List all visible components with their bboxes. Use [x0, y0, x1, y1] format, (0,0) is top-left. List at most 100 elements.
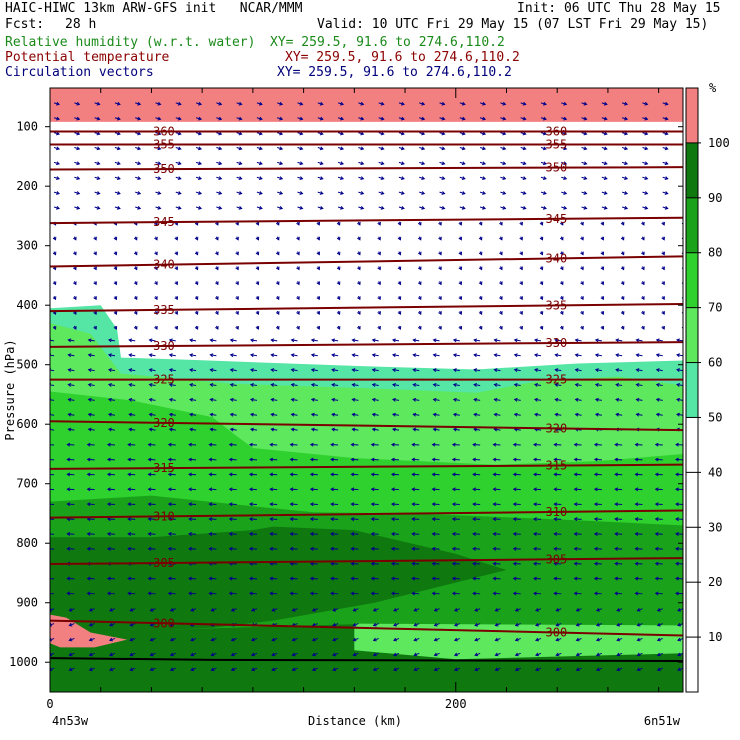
vector-arrow-p235-k52-head: [157, 205, 162, 210]
vector-arrow-p135-k112-head: [279, 146, 284, 151]
vector-arrow-p210-k122-head: [299, 191, 304, 195]
vector-arrow-p210-k302-head: [664, 191, 669, 195]
colorbar-label-50: 50: [708, 410, 722, 424]
colorbar-segment-8: [686, 197, 698, 253]
vector-arrow-p235-k112-head: [279, 205, 284, 210]
vector-arrow-p685-k2: [50, 474, 55, 476]
vector-arrow-p185-k212-head: [482, 176, 487, 180]
colorbar-label-90: 90: [708, 191, 722, 205]
vector-arrow-p60-k72-head: [198, 101, 203, 106]
vector-arrow-p60-k202-head: [461, 101, 466, 106]
vector-arrow-p135-k302-head: [664, 146, 669, 151]
theta-label-335-0: 335: [153, 303, 175, 317]
vector-arrow-p60-k12-head: [76, 101, 81, 106]
vector-arrow-p885-k2-head: [47, 592, 50, 595]
vector-arrow-p85-k192-head: [441, 116, 446, 121]
vector-arrow-p135-k282-head: [624, 146, 629, 151]
vector-arrow-p210-k102-head: [258, 191, 263, 195]
vector-arrow-p110-k232-head: [522, 131, 527, 136]
rh-region-7: [354, 623, 683, 660]
vector-arrow-p235-k82-head: [218, 205, 223, 210]
vector-arrow-p235-k32-head: [116, 205, 121, 210]
vector-arrow-p810-k2: [50, 548, 55, 550]
vector-arrow-p160-k22-head: [96, 161, 101, 166]
vector-arrow-p160-k202-head: [461, 161, 466, 166]
vector-arrow-p60-k172-head: [400, 101, 405, 106]
colorbar-label-40: 40: [708, 465, 722, 479]
theta-label-315-1: 315: [546, 459, 568, 473]
vector-arrow-p185-k272-head: [603, 176, 608, 180]
y-tick-label-900: 900: [16, 596, 38, 610]
vector-arrow-p210-k112-head: [279, 191, 284, 195]
field-xy-rh: XY= 259.5, 91.6 to 274.6,110.2: [270, 35, 505, 50]
vector-arrow-p85-k112-head: [279, 116, 284, 121]
vector-arrow-p160-k122-head: [299, 161, 304, 166]
vector-arrow-p135-k242-head: [542, 146, 547, 151]
vector-arrow-p135-k62-head: [177, 146, 182, 151]
vector-arrow-p135-k102-head: [258, 146, 263, 151]
field-name-theta: Potential temperature: [5, 50, 170, 65]
vector-arrow-p210-k72-head: [198, 191, 203, 195]
theta-label-320-0: 320: [153, 416, 175, 430]
theta-label-330-0: 330: [153, 339, 175, 353]
vector-arrow-p85-k142-head: [340, 116, 345, 121]
vector-arrow-p110-k302-head: [664, 131, 669, 136]
vector-arrow-p760-k2: [50, 518, 55, 520]
vector-arrow-p210-k82-head: [218, 191, 223, 195]
vector-arrow-p110-k22-head: [96, 131, 101, 136]
vector-arrow-p60-k232-head: [522, 101, 527, 106]
vector-arrow-p785-k2: [50, 533, 55, 535]
vector-arrow-p85-k242-head: [542, 116, 547, 121]
vector-arrow-p235-k72-head: [198, 205, 203, 210]
theta-label-300-1: 300: [546, 625, 568, 639]
vector-arrow-p160-k212-head: [482, 161, 487, 166]
field-xy-theta: XY= 259.5, 91.6 to 274.6,110.2: [285, 50, 520, 65]
vector-arrow-p85-k302-head: [664, 116, 669, 121]
vector-arrow-p235-k122-head: [299, 205, 304, 210]
vector-arrow-p185-k182-head: [421, 176, 426, 180]
vector-arrow-p210-k202-head: [461, 191, 466, 195]
vector-arrow-p85-k252-head: [563, 116, 568, 121]
vector-arrow-p210-k172-head: [400, 191, 405, 195]
vector-arrow-p85-k132-head: [319, 116, 324, 121]
vector-arrow-p210-k192-head: [441, 191, 446, 195]
vector-arrow-p235-k142-head: [340, 205, 345, 210]
vector-arrow-p135-k222-head: [502, 146, 507, 151]
vector-arrow-p85-k202-head: [461, 116, 466, 121]
vector-arrow-p135-k42-head: [137, 146, 142, 151]
vector-arrow-p160-k162-head: [380, 161, 385, 166]
vector-arrow-p210-k272-head: [603, 191, 608, 195]
vector-arrow-p885-k2: [50, 593, 55, 595]
vector-arrow-p135-k172-head: [400, 146, 405, 151]
vector-arrow-p60-k302-head: [664, 101, 669, 106]
vector-arrow-p85-k12-head: [76, 116, 81, 121]
vector-arrow-p160-k272-head: [603, 161, 608, 166]
theta-label-355-1: 355: [546, 138, 568, 152]
vector-arrow-p60-k32-head: [116, 101, 121, 106]
theta-label-300-0: 300: [153, 616, 175, 630]
vector-arrow-p110-k212-head: [482, 131, 487, 136]
colorbar-segment-3: [686, 472, 698, 528]
vector-arrow-p210-k52-head: [157, 191, 162, 195]
rh-region-8: [50, 88, 683, 122]
vector-arrow-p135-k22-head: [96, 146, 101, 151]
vector-arrow-p210-k242-head: [542, 191, 547, 195]
model-title: HAIC-HIWC 13km ARW-GFS init NCAR/MMM: [5, 1, 303, 16]
theta-label-345-0: 345: [153, 215, 175, 229]
valid-time: Valid: 10 UTC Fri 29 May 15 (07 LST Fri …: [317, 17, 709, 32]
vector-arrow-p85-k92-head: [238, 116, 243, 121]
vector-arrow-p185-k62-head: [177, 176, 182, 180]
theta-label-310-1: 310: [546, 505, 568, 519]
x-tick-label-200: 200: [445, 697, 467, 711]
vector-arrow-p660-k2: [50, 459, 55, 461]
vector-arrow-p160-k102-head: [258, 161, 263, 166]
vector-arrow-p135-k122-head: [299, 146, 304, 151]
vector-arrow-p835-k2-head: [47, 562, 50, 565]
colorbar-segment-7: [686, 252, 698, 308]
vector-arrow-p85-k2-head: [56, 116, 60, 121]
vector-arrow-p110-k132-head: [319, 131, 324, 136]
vector-arrow-p135-k202-head: [461, 146, 466, 151]
vector-arrow-p85-k42-head: [137, 116, 142, 121]
vector-arrow-p160-k112-head: [279, 161, 284, 166]
